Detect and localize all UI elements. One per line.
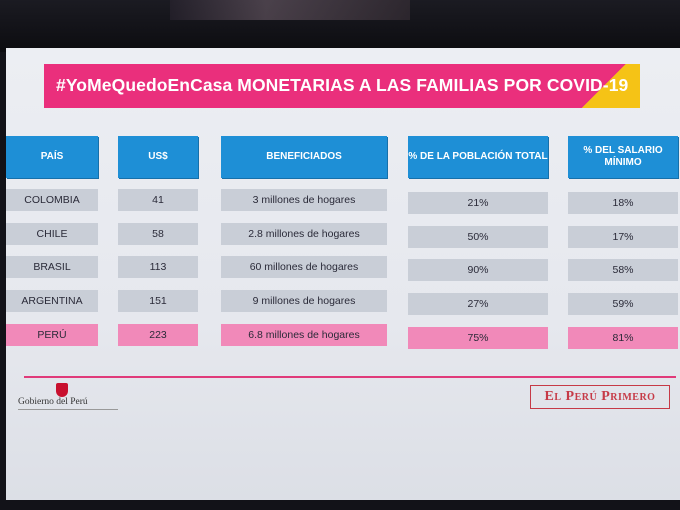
- cell-poblacion: 90%: [408, 259, 548, 281]
- bezel-reflection: [170, 0, 410, 20]
- cell-pais: CHILE: [6, 223, 98, 245]
- gobierno-logo-underline: [18, 409, 118, 410]
- title-banner: [44, 64, 640, 108]
- cell-usd: 151: [118, 290, 198, 312]
- cell-usd: 58: [118, 223, 198, 245]
- cell-beneficiados: 2.8 millones de hogares: [221, 223, 387, 245]
- cell-beneficiados: 3 millones de hogares: [221, 189, 387, 211]
- header-beneficiados: BENEFICIADOS: [221, 136, 387, 178]
- header-poblacion: % DE LA POBLACIÓN TOTAL: [408, 136, 548, 178]
- presentation-slide: #YoMeQuedoEnCasa MONETARIAS A LAS FAMILI…: [6, 48, 680, 500]
- cell-usd: 113: [118, 256, 198, 278]
- slide-title: #YoMeQuedoEnCasa MONETARIAS A LAS FAMILI…: [56, 75, 629, 95]
- gobierno-logo: Gobierno del Perú: [18, 383, 128, 413]
- gobierno-logo-text: Gobierno del Perú: [18, 397, 88, 407]
- cell-salario: 81%: [568, 327, 678, 349]
- cell-pais: COLOMBIA: [6, 189, 98, 211]
- banner-accent-stripe: [554, 64, 640, 108]
- header-salario: % DEL SALARIO MÍNIMO: [568, 136, 678, 178]
- cell-usd: 41: [118, 189, 198, 211]
- peru-primero-logo: El Perú Primero: [530, 385, 670, 409]
- cell-salario: 18%: [568, 192, 678, 214]
- cell-poblacion: 27%: [408, 293, 548, 315]
- cell-poblacion: 21%: [408, 192, 548, 214]
- coat-of-arms-icon: [56, 383, 68, 397]
- header-usd: US$: [118, 136, 198, 178]
- cell-poblacion: 50%: [408, 226, 548, 248]
- header-pais: PAÍS: [6, 136, 98, 178]
- cell-poblacion: 75%: [408, 327, 548, 349]
- cell-pais: ARGENTINA: [6, 290, 98, 312]
- cell-salario: 59%: [568, 293, 678, 315]
- footer-divider: [24, 376, 676, 378]
- cell-salario: 17%: [568, 226, 678, 248]
- cell-salario: 58%: [568, 259, 678, 281]
- cell-pais: BRASIL: [6, 256, 98, 278]
- cell-beneficiados: 9 millones de hogares: [221, 290, 387, 312]
- cell-beneficiados: 60 millones de hogares: [221, 256, 387, 278]
- cell-beneficiados: 6.8 millones de hogares: [221, 324, 387, 346]
- cell-pais: PERÚ: [6, 324, 98, 346]
- cell-usd: 223: [118, 324, 198, 346]
